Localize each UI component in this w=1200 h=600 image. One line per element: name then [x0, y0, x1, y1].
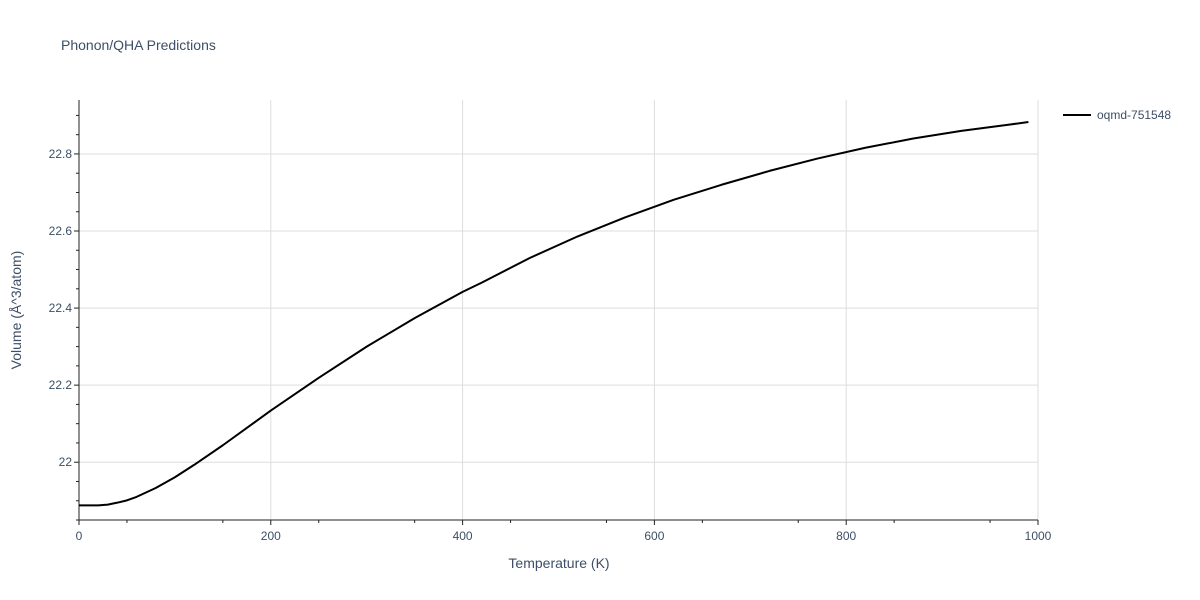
y-axis-title: Volume (Å^3/atom) [8, 251, 24, 370]
y-gridlines [79, 153, 1038, 463]
minor-ticks [74, 114, 1039, 525]
series-line-oqmd-751548[interactable] [79, 120, 1029, 507]
y-tick-label: 22.4 [49, 301, 73, 315]
x-tick-label: 400 [453, 529, 473, 543]
x-tick-labels: 0 200 400 600 800 1000 [76, 529, 1052, 543]
y-tick-labels: 22 22.2 22.4 22.6 22.8 [49, 147, 73, 469]
chart-title: Phonon/QHA Predictions [61, 37, 216, 53]
x-tick-label: 1000 [1025, 529, 1052, 543]
x-tick-label: 800 [836, 529, 856, 543]
y-tick-label: 22.8 [49, 147, 73, 161]
x-gridlines [270, 100, 1039, 520]
legend[interactable]: oqmd-751548 [1063, 108, 1171, 122]
series-layer [79, 120, 1029, 507]
x-tick-label: 600 [644, 529, 664, 543]
y-tick-label: 22.2 [49, 378, 73, 392]
x-tick-label: 200 [261, 529, 281, 543]
y-tick-label: 22.6 [49, 224, 73, 238]
x-tick-label: 0 [76, 529, 83, 543]
legend-label: oqmd-751548 [1097, 108, 1171, 122]
y-tick-label: 22 [59, 455, 73, 469]
x-axis-title: Temperature (K) [508, 555, 609, 571]
